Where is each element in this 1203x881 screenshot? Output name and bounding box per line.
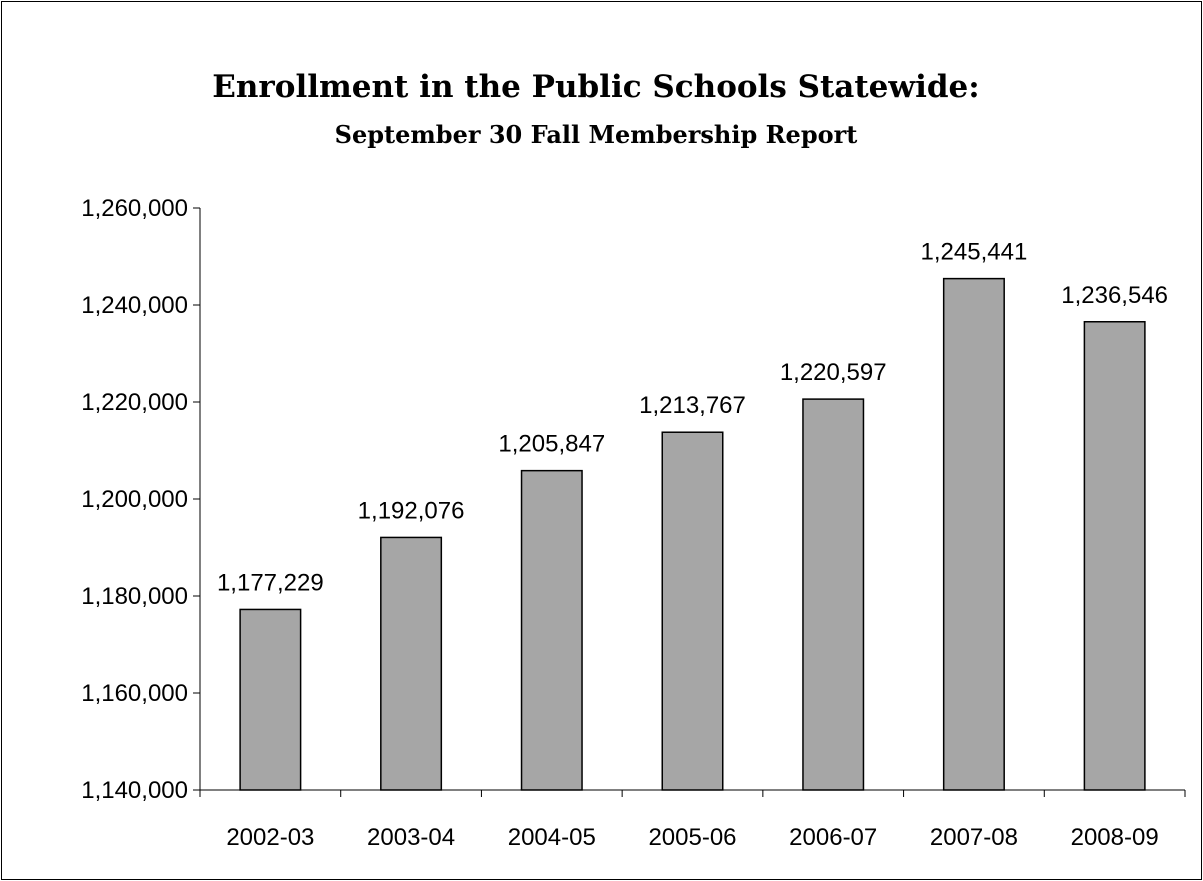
- data-label: 1,236,546: [1061, 282, 1168, 309]
- bar: [1083, 321, 1146, 791]
- x-tick-label: 2003-04: [367, 824, 455, 851]
- bar: [802, 398, 865, 791]
- y-tick-label: 1,160,000: [81, 680, 188, 707]
- data-label: 1,245,441: [921, 239, 1028, 266]
- x-tick-label: 2004-05: [508, 824, 596, 851]
- data-label: 1,205,847: [498, 431, 605, 458]
- y-tick-label: 1,180,000: [81, 583, 188, 610]
- y-tick-label: 1,200,000: [81, 486, 188, 513]
- bar: [661, 431, 724, 791]
- bar: [380, 536, 443, 791]
- data-label: 1,220,597: [780, 359, 887, 386]
- bars: [239, 277, 1146, 791]
- bar: [239, 608, 302, 791]
- y-tick-label: 1,260,000: [81, 195, 188, 222]
- y-tick-label: 1,240,000: [81, 292, 188, 319]
- x-tick-label: 2006-07: [789, 824, 877, 851]
- y-axis-ticks: 1,140,000 1,160,000 1,180,000 1,200,000 1,22…: [81, 195, 200, 804]
- chart-subtitle: September 30 Fall Membership Report: [335, 120, 858, 149]
- data-label: 1,213,767: [639, 392, 746, 419]
- chart-title: Enrollment in the Public Schools Statewi…: [212, 69, 979, 105]
- x-axis-ticks: 2002-03 2003-04 2004-05 2005-06 2006-07 2007-…: [199, 790, 1186, 851]
- x-tick-label: 2002-03: [226, 824, 314, 851]
- bar: [520, 469, 583, 791]
- x-tick-label: 2007-08: [930, 824, 1018, 851]
- bar: [942, 277, 1005, 791]
- x-tick-label: 2008-09: [1071, 824, 1159, 851]
- x-tick-label: 2005-06: [648, 824, 736, 851]
- data-label: 1,177,229: [217, 569, 324, 596]
- y-tick-label: 1,220,000: [81, 389, 188, 416]
- data-label: 1,192,076: [358, 497, 465, 524]
- data-labels: 1,177,229 1,192,076 1,205,847 1,213,767 1,22…: [217, 239, 1168, 597]
- y-tick-label: 1,140,000: [81, 777, 188, 804]
